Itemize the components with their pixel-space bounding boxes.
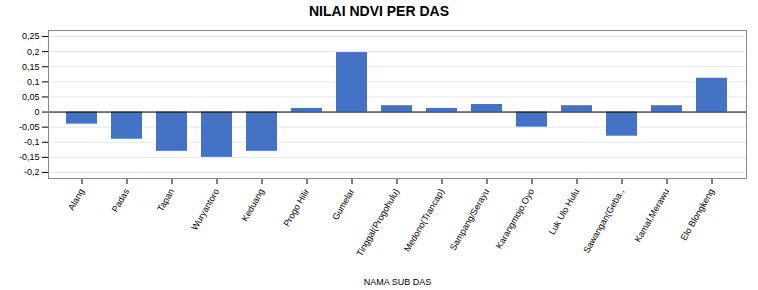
html-text:NILAI NDVI PER DAS: NILAI NDVI PER DAS xyxy=(309,3,449,19)
svg-text:0,2: 0,2 xyxy=(27,47,40,57)
svg-text:-0,15: -0,15 xyxy=(19,152,40,162)
svg-text:Kamal,Merawu: Kamal,Merawu xyxy=(633,187,672,244)
svg-text:-0,1: -0,1 xyxy=(24,137,40,147)
svg-text:Karangmojo,Oyo: Karangmojo,Oyo xyxy=(494,187,536,250)
svg-text:Sawangan(Geba.,: Sawangan(Geba., xyxy=(581,187,626,255)
svg-text:Wuryantoro: Wuryantoro xyxy=(189,187,221,232)
svg-text:Luk Ulo Hulu: Luk Ulo Hulu xyxy=(547,187,581,237)
svg-text:Tapan: Tapan xyxy=(155,187,176,213)
svg-text:Progo Hilir: Progo Hilir xyxy=(282,187,312,228)
svg-text:-0,2: -0,2 xyxy=(24,167,40,177)
svg-text:Elo Blongkeng: Elo Blongkeng xyxy=(679,187,717,242)
svg-text:Sampang/Serayu: Sampang/Serayu xyxy=(448,187,491,252)
svg-text:-0,05: -0,05 xyxy=(19,122,40,132)
svg-text:0,15: 0,15 xyxy=(22,62,40,72)
svg-text:NAMA SUB DAS: NAMA SUB DAS xyxy=(364,277,432,287)
svg-text:Tinggal(Progohulu): Tinggal(Progohulu) xyxy=(354,187,401,258)
svg-text:Medono(Trancap): Medono(Trancap) xyxy=(402,187,446,254)
svg-text:0,1: 0,1 xyxy=(27,77,40,87)
svg-text:Gumelar: Gumelar xyxy=(330,187,356,222)
svg-text:Padas: Padas xyxy=(110,187,132,215)
svg-text:0: 0 xyxy=(34,107,39,117)
svg-text:0,25: 0,25 xyxy=(22,31,40,41)
svg-text:0,05: 0,05 xyxy=(22,92,40,102)
svg-text:Alang: Alang xyxy=(66,187,86,212)
svg-text:Keduang: Keduang xyxy=(240,187,267,223)
